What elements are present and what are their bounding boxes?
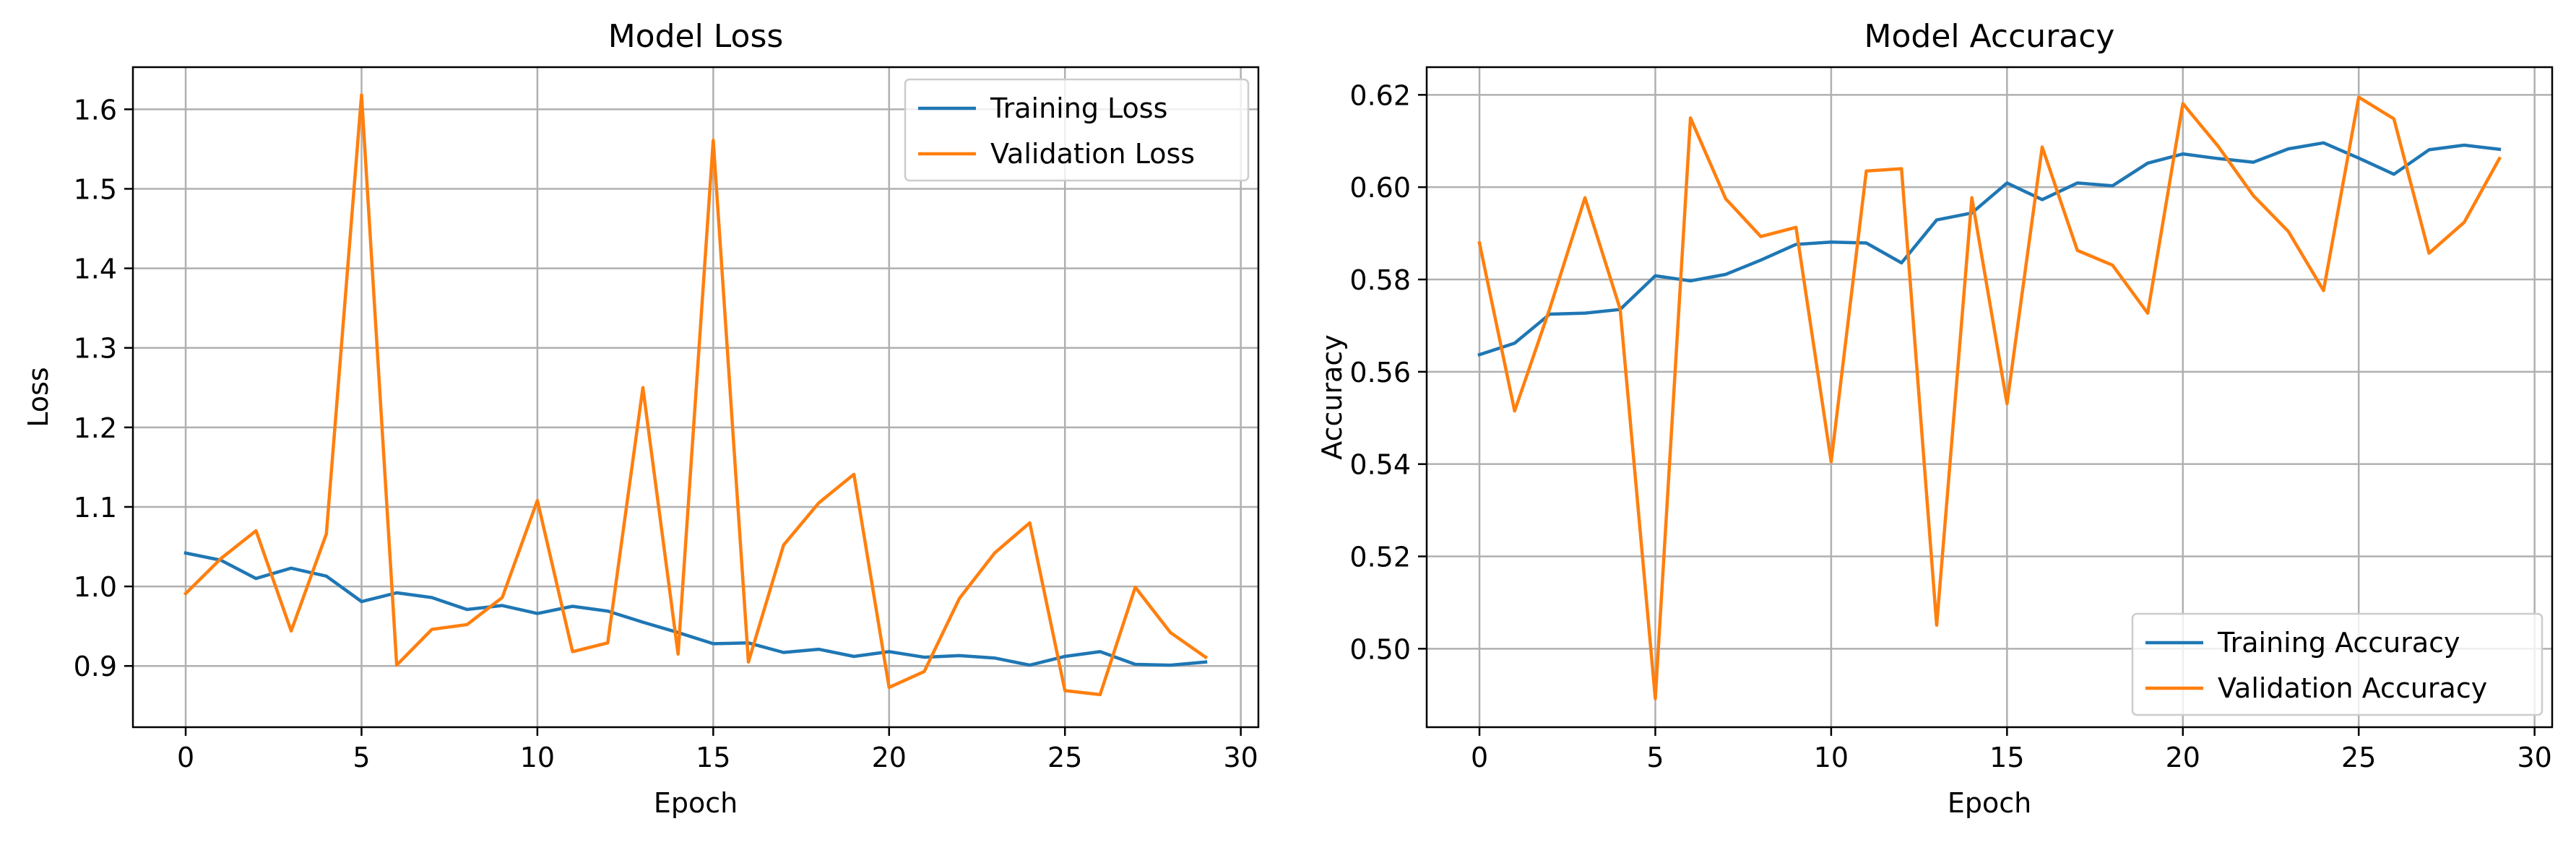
series-line-training-loss <box>183 551 1208 667</box>
legend-box <box>2131 612 2543 716</box>
y-tick-label: 0.9 <box>74 651 117 682</box>
x-tick-label: 30 <box>1223 742 1258 773</box>
x-tick-label: 30 <box>2517 742 2551 773</box>
x-tick-label: 10 <box>1814 742 1849 773</box>
y-tick-label: 1.6 <box>74 94 117 126</box>
y-tick-label: 0.58 <box>1349 264 1411 296</box>
legend-label: Validation Accuracy <box>2218 672 2487 704</box>
x-tick-label: 20 <box>872 742 907 773</box>
x-tick-label: 0 <box>1471 742 1488 773</box>
axes-frame <box>131 66 1260 729</box>
y-tick-label: 0.56 <box>1349 357 1411 389</box>
y-axis-label: Accuracy <box>1316 334 1348 460</box>
series-line-training-accuracy <box>1477 141 2502 357</box>
legend-label: Training Loss <box>990 92 1167 124</box>
x-axis-label: Epoch <box>654 787 738 819</box>
x-tick-label: 5 <box>353 742 370 773</box>
y-axis-label: Loss <box>22 367 54 427</box>
y-tick-label: 1.3 <box>74 333 117 365</box>
chart-panel-1: 0 5 10 15 20 25 30 0.9 1.0 1.1 1.2 1.3 1.4 1.5 1.6 Mode… <box>22 18 1260 819</box>
y-tick-label: 1.4 <box>74 253 117 285</box>
y-tick-label: 0.54 <box>1349 449 1411 481</box>
x-tick-label: 5 <box>1646 742 1664 773</box>
series-line-validation-accuracy <box>1477 95 2502 700</box>
legend-label: Validation Loss <box>990 138 1195 170</box>
x-tick-label: 10 <box>520 742 555 773</box>
y-tick-label: 1.1 <box>74 492 117 524</box>
x-tick-label: 25 <box>1047 742 1082 773</box>
legend: Training Accuracy Validation Accuracy <box>2131 612 2543 716</box>
y-tick-label: 0.52 <box>1349 542 1411 573</box>
y-tick-label: 1.0 <box>74 571 117 603</box>
x-tick-label: 0 <box>177 742 194 773</box>
chart-title: Model Loss <box>608 18 784 55</box>
y-tick-label: 1.2 <box>74 412 117 444</box>
legend-box <box>904 78 1250 182</box>
axes-frame <box>1425 66 2554 729</box>
x-tick-label: 20 <box>2166 742 2200 773</box>
legend: Training Loss Validation Loss <box>904 78 1250 182</box>
y-tick-label: 0.50 <box>1349 633 1411 665</box>
x-axis-label: Epoch <box>1948 787 2031 819</box>
chart-panel-2: 0 5 10 15 20 25 30 0.50 0.52 0.54 0.56 0.58 0.60 0.62… <box>1316 18 2554 819</box>
x-tick-label: 25 <box>2341 742 2376 773</box>
x-tick-label: 15 <box>1989 742 2024 773</box>
x-tick-label: 15 <box>696 742 730 773</box>
y-tick-label: 0.62 <box>1349 79 1411 111</box>
legend-label: Training Accuracy <box>2217 627 2460 659</box>
y-tick-label: 1.5 <box>74 173 117 205</box>
series-line-validation-loss <box>183 93 1209 697</box>
chart-title: Model Accuracy <box>1864 18 2115 55</box>
y-tick-label: 0.60 <box>1349 172 1411 204</box>
